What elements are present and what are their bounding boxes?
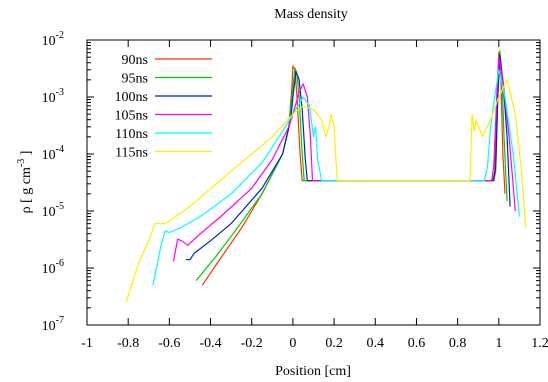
series-line-115ns bbox=[125, 79, 527, 303]
y-tick-label: 10-7 bbox=[42, 315, 64, 334]
y-tick-label: 10-2 bbox=[42, 30, 64, 49]
x-tick-label: 0.4 bbox=[367, 336, 385, 351]
x-tick-label: 0.6 bbox=[408, 336, 426, 351]
x-axis-label: Position [cm] bbox=[275, 364, 351, 379]
y-tick-labels: 10-7 10-6 10-5 10-4 10-3 10-2 bbox=[42, 30, 64, 334]
x-tick-label: -0.2 bbox=[241, 336, 263, 351]
series-line-90ns bbox=[201, 52, 506, 286]
y-tick-exponent: -6 bbox=[56, 258, 64, 269]
legend-label-105ns: 105ns bbox=[115, 109, 148, 124]
y-tick-label: 10-3 bbox=[42, 87, 64, 106]
axis-ticks bbox=[86, 39, 541, 326]
x-tick-label: -0.6 bbox=[158, 336, 180, 351]
x-tick-label: 0.2 bbox=[325, 336, 343, 351]
series-lines bbox=[125, 50, 527, 303]
x-tick-label: 0 bbox=[289, 336, 296, 351]
y-tick-exponent: -2 bbox=[56, 30, 64, 41]
y-tick-label: 10-5 bbox=[42, 201, 64, 220]
plot-frame bbox=[86, 39, 541, 326]
legend-label-110ns: 110ns bbox=[115, 127, 148, 142]
y-axis-label-units: [ g cm bbox=[19, 167, 34, 206]
x-tick-label: 1.2 bbox=[531, 336, 548, 351]
legend-label-100ns: 100ns bbox=[115, 90, 148, 105]
chart-title: Mass density bbox=[274, 7, 348, 22]
y-axis-label-rho: ρ bbox=[19, 206, 34, 213]
legend-label-115ns: 115ns bbox=[115, 146, 148, 161]
x-tick-label: -0.8 bbox=[117, 336, 139, 351]
y-tick-exponent: -4 bbox=[56, 144, 64, 155]
x-tick-labels: -1 -0.8 -0.6 -0.4 -0.2 0 0.2 0.4 0.6 0.8 1 1.2 bbox=[81, 336, 548, 351]
x-tick-label: 0.8 bbox=[449, 336, 467, 351]
y-axis-label-close: ] bbox=[19, 151, 34, 159]
series-line-95ns bbox=[195, 50, 508, 281]
y-tick-exponent: -3 bbox=[56, 87, 64, 98]
y-axis-label-exponent: -3 bbox=[16, 159, 27, 167]
y-tick-exponent: -5 bbox=[56, 201, 64, 212]
x-tick-label: 1 bbox=[495, 336, 502, 351]
x-tick-label: -1 bbox=[81, 336, 93, 351]
series-line-105ns bbox=[172, 56, 516, 262]
y-tick-label: 10-6 bbox=[42, 258, 64, 277]
y-tick-exponent: -7 bbox=[56, 315, 64, 326]
y-axis-label: ρ [ g cm-3 ] bbox=[16, 151, 34, 214]
legend-label-95ns: 95ns bbox=[122, 72, 148, 87]
legend-label-90ns: 90ns bbox=[122, 53, 148, 68]
series-line-110ns bbox=[152, 69, 520, 286]
y-tick-label: 10-4 bbox=[42, 144, 64, 163]
legend: 90ns 95ns 100ns 105ns 110ns 115ns bbox=[115, 53, 212, 161]
x-tick-label: -0.4 bbox=[199, 336, 221, 351]
series-line-100ns bbox=[185, 54, 511, 261]
